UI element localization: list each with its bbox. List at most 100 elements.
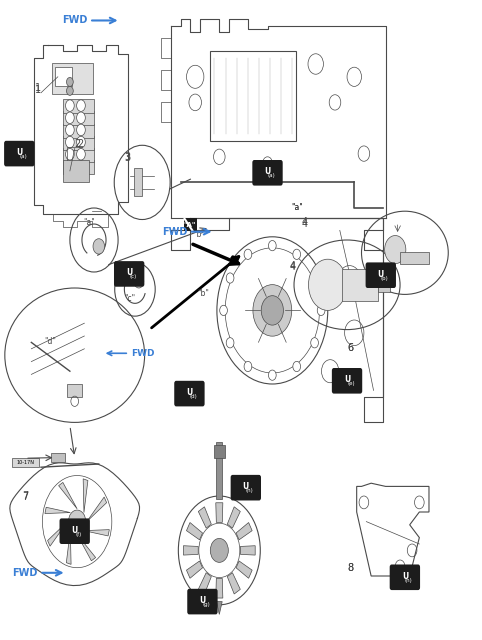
FancyBboxPatch shape xyxy=(366,262,396,288)
Text: (f): (f) xyxy=(76,532,82,537)
Bar xyxy=(63,124,94,138)
Polygon shape xyxy=(184,546,198,555)
Bar xyxy=(63,160,94,174)
Text: U: U xyxy=(126,268,132,277)
Circle shape xyxy=(66,124,74,136)
Text: U: U xyxy=(72,525,78,534)
Text: 7: 7 xyxy=(22,492,28,501)
Circle shape xyxy=(220,305,228,316)
Text: 8: 8 xyxy=(347,563,353,573)
Polygon shape xyxy=(67,531,71,564)
Circle shape xyxy=(268,370,276,380)
Text: U: U xyxy=(243,482,249,491)
Bar xyxy=(51,453,65,462)
Polygon shape xyxy=(48,522,67,546)
Circle shape xyxy=(210,538,228,563)
Text: 5: 5 xyxy=(185,382,191,392)
Circle shape xyxy=(67,86,73,95)
Bar xyxy=(63,160,89,182)
FancyBboxPatch shape xyxy=(114,261,144,287)
Text: 6: 6 xyxy=(347,342,353,353)
Polygon shape xyxy=(198,573,211,594)
Bar xyxy=(214,445,225,458)
Polygon shape xyxy=(228,573,241,594)
Polygon shape xyxy=(236,561,252,579)
Circle shape xyxy=(199,524,240,577)
Circle shape xyxy=(93,239,105,254)
FancyBboxPatch shape xyxy=(389,564,420,590)
Circle shape xyxy=(385,236,406,264)
Circle shape xyxy=(77,161,85,172)
Text: (h): (h) xyxy=(246,488,254,493)
Polygon shape xyxy=(187,561,202,579)
Bar xyxy=(400,252,429,264)
Text: "c": "c" xyxy=(124,294,135,303)
Polygon shape xyxy=(228,507,241,528)
FancyBboxPatch shape xyxy=(184,218,197,231)
Circle shape xyxy=(261,296,283,325)
Bar xyxy=(210,51,296,141)
Text: 5: 5 xyxy=(185,382,191,392)
Circle shape xyxy=(66,148,74,160)
FancyBboxPatch shape xyxy=(4,141,35,166)
Circle shape xyxy=(226,273,234,283)
Circle shape xyxy=(77,112,85,124)
FancyBboxPatch shape xyxy=(52,63,93,94)
Text: 10-17N: 10-17N xyxy=(16,460,34,465)
Text: U: U xyxy=(16,148,22,157)
Circle shape xyxy=(311,273,319,283)
Text: (c): (c) xyxy=(130,275,137,280)
Polygon shape xyxy=(77,534,95,561)
Circle shape xyxy=(77,100,85,111)
Circle shape xyxy=(244,249,252,259)
FancyBboxPatch shape xyxy=(332,368,362,394)
Text: U: U xyxy=(378,269,384,278)
Text: FWD: FWD xyxy=(12,568,38,578)
Polygon shape xyxy=(198,507,211,528)
Circle shape xyxy=(317,305,325,316)
Text: 1: 1 xyxy=(35,84,41,95)
Circle shape xyxy=(66,161,74,172)
Circle shape xyxy=(77,148,85,160)
Polygon shape xyxy=(241,546,255,555)
FancyBboxPatch shape xyxy=(230,475,261,500)
Bar xyxy=(12,458,39,467)
Text: U: U xyxy=(402,572,408,580)
Text: "b": "b" xyxy=(198,289,210,298)
Text: 3: 3 xyxy=(124,153,131,163)
Circle shape xyxy=(77,124,85,136)
Circle shape xyxy=(66,112,74,124)
Circle shape xyxy=(66,136,74,148)
Text: FWD: FWD xyxy=(161,227,187,237)
Text: (n): (n) xyxy=(405,578,413,583)
Polygon shape xyxy=(187,522,202,540)
Text: "a": "a" xyxy=(292,203,303,212)
Text: "A": "A" xyxy=(183,221,196,228)
Bar xyxy=(378,277,390,292)
Circle shape xyxy=(68,510,86,533)
Text: U: U xyxy=(265,167,270,176)
FancyBboxPatch shape xyxy=(253,160,282,186)
Text: (d): (d) xyxy=(189,394,197,399)
Polygon shape xyxy=(83,479,88,513)
Text: (g): (g) xyxy=(202,602,210,607)
Text: "a": "a" xyxy=(83,218,94,227)
Bar xyxy=(63,136,94,150)
FancyBboxPatch shape xyxy=(60,518,90,544)
Bar xyxy=(63,111,94,125)
Circle shape xyxy=(268,241,276,251)
Text: 1: 1 xyxy=(35,83,41,93)
Bar xyxy=(67,384,82,397)
Text: 4: 4 xyxy=(301,217,308,227)
Text: U: U xyxy=(187,388,192,397)
Text: 4: 4 xyxy=(289,261,295,271)
Text: (a): (a) xyxy=(19,154,27,159)
FancyBboxPatch shape xyxy=(187,589,217,614)
Text: FWD: FWD xyxy=(62,15,88,26)
Polygon shape xyxy=(216,579,223,598)
Text: "d": "d" xyxy=(44,337,56,346)
Text: 2: 2 xyxy=(77,139,83,149)
Polygon shape xyxy=(236,522,252,540)
Text: 4: 4 xyxy=(289,262,295,272)
Bar xyxy=(216,442,222,499)
